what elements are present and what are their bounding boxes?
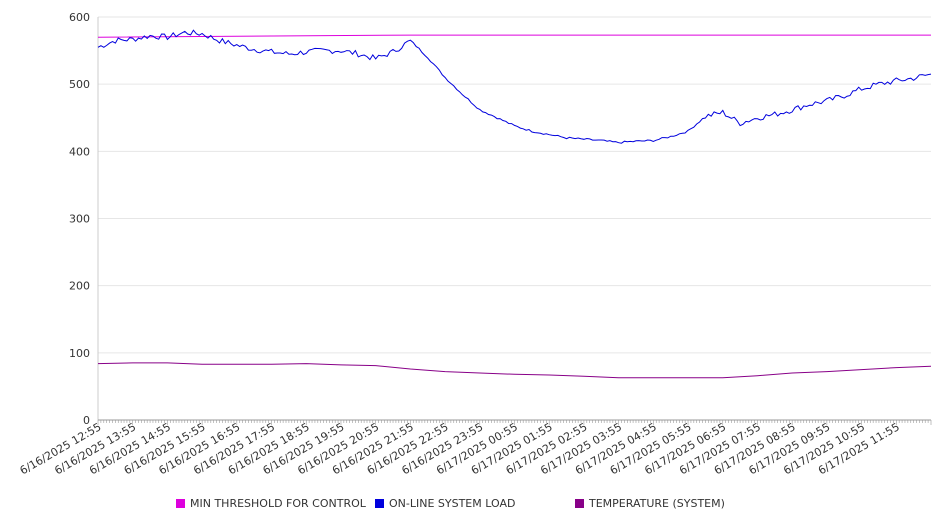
legend-item-system-load[interactable]: ON-LINE SYSTEM LOAD [375,497,515,510]
gridlines [98,16,931,354]
legend-label-min-threshold: MIN THRESHOLD FOR CONTROL [190,497,366,510]
series-line-temperature [97,362,932,379]
x-axis-tick-labels: 6/16/2025 12:556/16/2025 13:556/16/2025 … [18,420,902,477]
y-axis-tick-labels: 0 100 200 300 400 500 600 [69,11,90,427]
legend-swatch-min-threshold [176,499,185,508]
legend-item-temperature[interactable]: TEMPERATURE (SYSTEM) [575,497,725,510]
y-tick-label-200: 200 [69,280,90,293]
series-lines [97,29,932,379]
axes [97,17,932,425]
legend-label-system-load: ON-LINE SYSTEM LOAD [389,497,516,510]
y-tick-label-0: 0 [83,414,90,427]
series-line-system-load [97,29,932,144]
chart-legend: MIN THRESHOLD FOR CONTROL ON-LINE SYSTEM… [0,497,946,515]
y-tick-label-300: 300 [69,213,90,226]
legend-label-temperature: TEMPERATURE (SYSTEM) [589,497,725,510]
legend-swatch-system-load [375,499,384,508]
legend-item-min-threshold[interactable]: MIN THRESHOLD FOR CONTROL [176,497,366,510]
y-tick-label-100: 100 [69,347,90,360]
y-tick-label-500: 500 [69,78,90,91]
legend-swatch-temperature [575,499,584,508]
y-tick-label-400: 400 [69,145,90,158]
y-tick-label-600: 600 [69,11,90,24]
series-line-min-threshold [97,34,931,38]
